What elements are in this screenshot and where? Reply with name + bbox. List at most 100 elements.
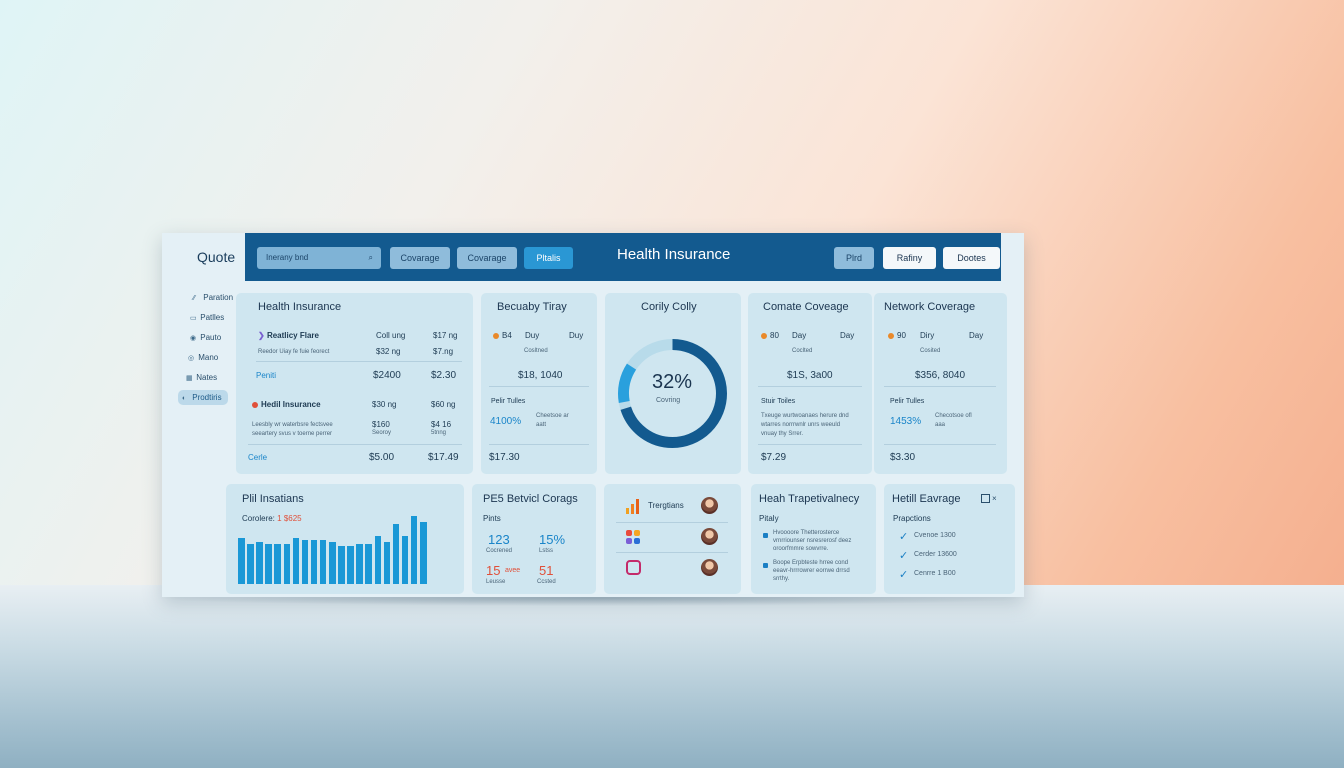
plan-value: $17 ng — [433, 331, 458, 340]
card-title: Corily Colly — [641, 301, 697, 313]
status-dot-icon — [888, 332, 894, 339]
check-icon: ✓ — [899, 550, 909, 562]
search-value: Inerany bnd — [266, 253, 309, 262]
chart-subtitle-value: 1 $625 — [277, 514, 302, 523]
chart-bar — [410, 516, 418, 584]
chart-bar — [256, 542, 263, 584]
stat-label: Leusse — [486, 579, 506, 585]
search-icon: ⌕ — [368, 253, 373, 262]
status-dot-icon — [761, 332, 767, 339]
plan-value: $60 ng — [431, 400, 456, 409]
sidebar-item-prodtiris[interactable]: ◐ Prodtiris — [178, 390, 228, 405]
sidebar-item-label: Patlles — [200, 313, 225, 322]
eye-icon: ◉ — [190, 335, 197, 342]
plan-value: Coll ung — [376, 331, 406, 340]
backdrop-floor — [0, 585, 1344, 768]
tab-coverage-2[interactable]: Covarage — [457, 247, 517, 269]
price-value: $356, 8040 — [915, 370, 966, 381]
stat-label: Lstss — [539, 548, 554, 554]
coverage-gauge — [618, 339, 727, 448]
chart-bar — [347, 546, 354, 584]
rafiny-button[interactable]: Rafiny — [883, 247, 936, 269]
avatar[interactable] — [701, 497, 718, 514]
row-label[interactable]: Cerle — [248, 453, 268, 462]
search-input[interactable]: Inerany bnd ⌕ — [257, 247, 381, 269]
card-title: Plil Insatians — [242, 493, 304, 505]
bullet-icon — [763, 563, 768, 568]
row-label[interactable]: Peniti — [256, 371, 277, 380]
card-title: Becuaby Tiray — [497, 301, 567, 313]
tab-pltalis[interactable]: Pltalis — [524, 247, 573, 269]
column-header: Duy — [569, 331, 584, 340]
plan-name: Hedil Insurance — [252, 400, 321, 409]
plan-icon: ❯ — [258, 331, 265, 340]
plan-description: seeartery svus v toerne perrer — [252, 431, 333, 437]
dootes-button[interactable]: Dootes — [943, 247, 1000, 269]
divider — [758, 444, 862, 445]
photo-app-icon[interactable] — [626, 560, 641, 575]
sidebar-item-patlles[interactable]: ▭ Patlles — [190, 313, 224, 322]
document-icon: ▭ — [190, 315, 197, 322]
description: vnuay thy Srrer. — [761, 431, 804, 437]
sidebar-item-nates[interactable]: ▦ Nates — [186, 373, 217, 382]
chart-bar — [283, 544, 290, 584]
folder-icon: ◐ — [182, 395, 187, 402]
sidebar-item-label: Prodtiris — [192, 393, 222, 402]
app-label[interactable]: Trergtians — [648, 501, 684, 510]
stat-extra: avee — [505, 567, 521, 574]
chart-bar — [365, 544, 372, 584]
stat-label: Cocrened — [486, 548, 513, 554]
sidebar-item-pauto[interactable]: ◉ Pauto — [190, 333, 221, 342]
price-value: $18, 1040 — [518, 370, 563, 381]
chart-subtitle-label: Corolere: — [242, 514, 275, 523]
stat-value: 123 — [488, 532, 510, 547]
chart-bar — [310, 540, 318, 584]
column-sub: Cosited — [920, 348, 941, 354]
chart-bar — [374, 536, 381, 584]
card-title: Comate Coveage — [763, 301, 849, 313]
row-value: $2400 — [373, 370, 401, 381]
sidebar-item-paration[interactable]: ⁄⁄ Paration — [193, 293, 233, 302]
column-header-text: B4 — [502, 331, 512, 340]
close-icon[interactable]: × — [992, 494, 997, 503]
check-icon: ✓ — [899, 531, 909, 543]
plan-value-sub: 5tnng — [431, 430, 447, 436]
expand-icon[interactable] — [981, 494, 990, 503]
row-value: $5.00 — [369, 452, 395, 463]
plan-name-text: Reatlicy Flare — [266, 331, 319, 340]
chart-app-icon[interactable] — [626, 499, 642, 514]
pe5-betvicl-corags-card — [472, 484, 596, 594]
plan-description: Leesbly wr waterbsre fectsvee — [252, 422, 333, 428]
stat-value: 15% — [539, 532, 566, 547]
row-value: $17.49 — [428, 452, 459, 463]
avatar[interactable] — [701, 559, 718, 576]
avatar[interactable] — [701, 528, 718, 545]
chart-bar — [274, 544, 281, 584]
plan-value: $32 ng — [376, 347, 401, 356]
column-header-text: 90 — [897, 331, 906, 340]
column-sub: Cosltned — [524, 348, 548, 354]
grid-app-icon[interactable] — [626, 530, 642, 545]
card-title: Health Insurance — [258, 301, 342, 313]
column-header: B4 — [493, 331, 512, 340]
tab-coverage-1[interactable]: Covarage — [390, 247, 450, 269]
column-header: Day — [840, 331, 855, 340]
card-title: Heah Trapetivalnecy — [759, 493, 860, 505]
sidebar-item-mano[interactable]: ◎ Mano — [188, 353, 218, 362]
brand-logo[interactable]: Quote — [197, 249, 236, 265]
check-icon: ✓ — [899, 569, 909, 581]
stat-value: 51 — [539, 563, 554, 578]
column-header-text: 80 — [770, 331, 779, 340]
note: Cheetsoe ar — [536, 413, 569, 419]
plrd-button[interactable]: Plrd — [834, 247, 874, 269]
column-header: Diry — [920, 331, 935, 340]
list-item-line: srrthy. — [773, 576, 790, 582]
divider — [248, 444, 462, 445]
plan-value: $30 ng — [372, 400, 397, 409]
sidebar-item-label: Nates — [196, 373, 218, 382]
row-value: $2.30 — [431, 370, 457, 381]
hetill-eavrage-card — [884, 484, 1015, 594]
chart-subtitle: Corolere: 1 $625 — [242, 514, 302, 523]
price-value: $1S, 3a00 — [787, 370, 833, 381]
chart-bar — [301, 540, 309, 584]
